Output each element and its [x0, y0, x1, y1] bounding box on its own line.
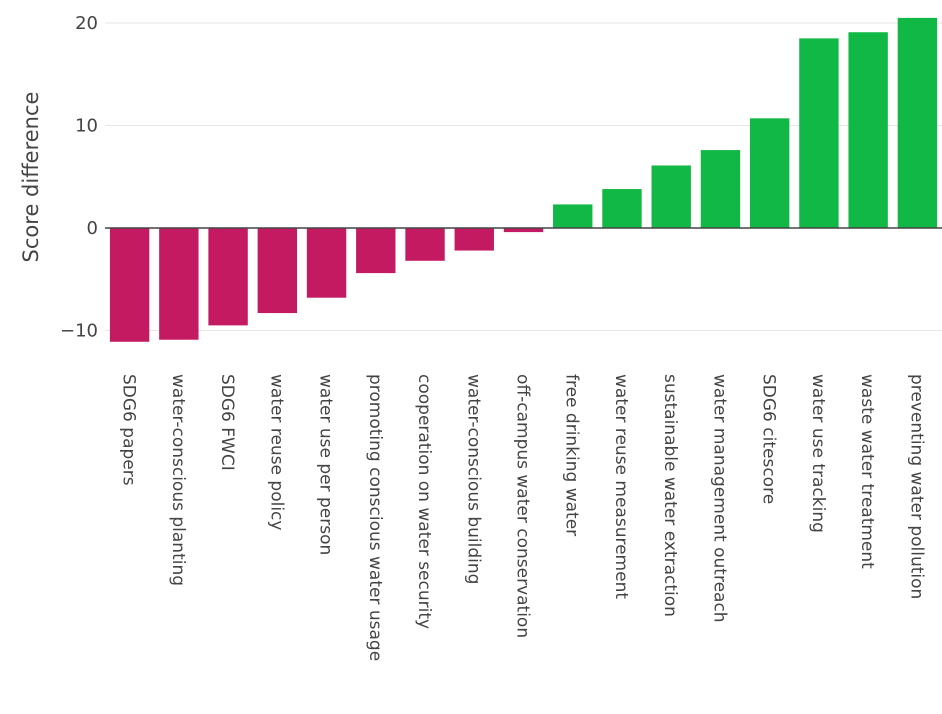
x-tick-label: sustainable water extraction	[660, 374, 680, 617]
y-tick-label: −10	[60, 321, 98, 342]
bar	[553, 204, 593, 228]
x-tick-label: SDG6 citescore	[759, 374, 779, 504]
y-axis: 20 10 0 −10	[60, 13, 98, 342]
x-tick-label: preventing water pollution	[906, 374, 926, 599]
bar	[109, 228, 150, 342]
bar	[749, 118, 790, 228]
bar	[503, 228, 544, 233]
bar	[159, 228, 199, 340]
bar	[257, 228, 298, 314]
x-tick-label: water use tracking	[808, 374, 828, 533]
bar	[897, 17, 938, 229]
x-tick-label: promoting conscious water usage	[365, 374, 385, 661]
bar	[651, 165, 691, 228]
x-tick-label: free drinking water	[562, 374, 582, 536]
bar	[700, 150, 741, 228]
y-tick-label: 20	[75, 13, 98, 34]
bar	[208, 228, 248, 326]
x-tick-label: water-conscious planting	[168, 374, 188, 586]
bar	[848, 32, 888, 228]
x-tick-label: water management outreach	[709, 374, 729, 623]
x-tick-label: waste water treatment	[857, 374, 877, 569]
x-tick-label: water reuse measurement	[611, 374, 631, 599]
bar	[356, 228, 396, 274]
x-tick-label: off-campus water conservation	[513, 374, 533, 638]
y-axis-title: Score difference	[19, 92, 43, 263]
bars	[105, 17, 942, 342]
bar	[602, 189, 642, 228]
x-tick-label: cooperation on water security	[414, 374, 434, 629]
x-tick-label: SDG6 FWCI	[217, 374, 237, 471]
x-axis: SDG6 papers water-conscious planting SDG6 …	[119, 374, 927, 661]
y-tick-label: 0	[87, 218, 98, 239]
x-tick-label: water reuse policy	[266, 374, 286, 530]
x-tick-label: water-conscious building	[463, 374, 483, 584]
bar	[405, 228, 445, 261]
x-tick-label: water use per person	[316, 374, 336, 555]
bar	[799, 38, 839, 229]
bar	[454, 228, 494, 251]
y-tick-label: 10	[75, 116, 98, 137]
x-tick-label: SDG6 papers	[119, 374, 139, 486]
bar	[306, 228, 347, 298]
